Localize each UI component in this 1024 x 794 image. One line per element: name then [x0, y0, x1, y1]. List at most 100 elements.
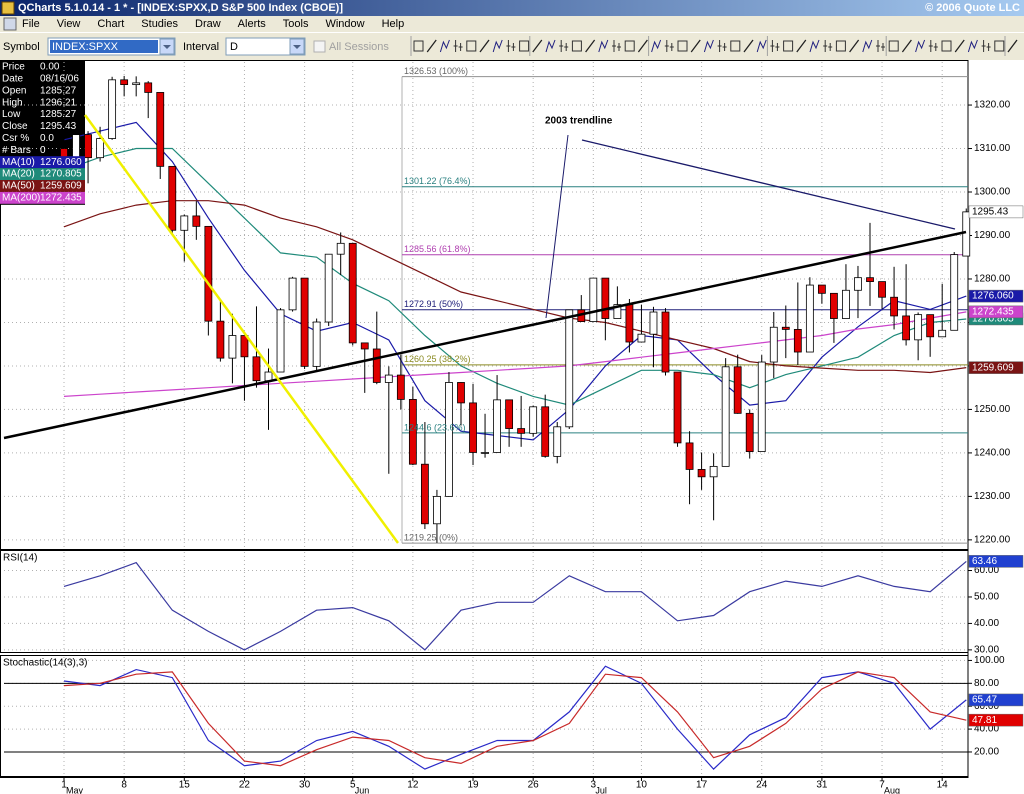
toolbar-button[interactable]: [862, 39, 873, 53]
toolbar-button[interactable]: [492, 39, 503, 53]
y-tick-label: 1220.00: [974, 535, 1011, 546]
toolbar-button[interactable]: [783, 40, 794, 52]
candle-body: [204, 225, 213, 322]
x-tick-label: 26: [528, 780, 540, 791]
toolbar-button[interactable]: [519, 40, 530, 52]
icon: [835, 40, 846, 52]
info-value: 0.0: [40, 133, 54, 144]
icon: [941, 40, 952, 52]
toolbar-button[interactable]: [453, 40, 463, 52]
y-tick-label: 1310.00: [974, 143, 1011, 154]
interval-input[interactable]: [225, 37, 306, 56]
candle-body: [312, 321, 321, 367]
toolbar-button[interactable]: [598, 39, 609, 53]
toolbar-button[interactable]: [823, 40, 833, 52]
info-value: 1270.805: [40, 169, 82, 180]
candle-body: [360, 342, 369, 350]
toolbar-button[interactable]: [876, 40, 885, 52]
menu-item[interactable]: Draw: [195, 18, 221, 30]
toolbar-button[interactable]: [612, 40, 621, 52]
plot: [0, 60, 972, 781]
fib-label: 1326.53 (100%): [404, 66, 468, 76]
icon: [954, 39, 965, 53]
toolbar-button[interactable]: [690, 39, 701, 53]
toolbar-button[interactable]: [888, 40, 899, 52]
menu-item[interactable]: Tools: [283, 18, 309, 30]
toolbar-button[interactable]: [703, 39, 714, 53]
candle-body: [348, 242, 357, 344]
menu-item[interactable]: File: [22, 18, 40, 30]
info-value: 1296.21: [40, 97, 77, 108]
price-tag-label: 65.47: [972, 695, 997, 706]
toolbar-button[interactable]: [1007, 39, 1018, 53]
toolbar-button[interactable]: [585, 39, 596, 53]
candle-body: [517, 428, 526, 434]
toolbar-button[interactable]: [479, 39, 490, 53]
toolbar-button[interactable]: [532, 39, 543, 53]
toolbar-button[interactable]: [413, 40, 424, 52]
toolbar-button[interactable]: [796, 39, 807, 53]
toolbar-button[interactable]: [915, 39, 926, 53]
icon: [770, 40, 780, 52]
toolbar-button[interactable]: [637, 39, 648, 53]
info-label: Price: [2, 62, 25, 73]
toolbar-button[interactable]: [756, 39, 767, 53]
price-tag: [968, 305, 1024, 319]
toolbar-button[interactable]: [770, 40, 780, 52]
y-tick-label: 60.00: [974, 701, 999, 712]
candle-body: [842, 289, 850, 319]
toolbar-button[interactable]: [809, 39, 820, 53]
toolbar-button[interactable]: [426, 39, 437, 53]
indicator-line: [63, 311, 967, 397]
menu-item[interactable]: View: [57, 18, 81, 30]
candle-body: [950, 254, 959, 331]
toolbar-button[interactable]: [506, 40, 516, 52]
toolbar-button[interactable]: [439, 39, 450, 53]
menu-item[interactable]: Studies: [141, 18, 178, 30]
info-value: 1285.27: [40, 85, 77, 96]
toolbar-button[interactable]: [730, 40, 741, 52]
icon: [571, 40, 582, 52]
toolbar-button[interactable]: [967, 39, 978, 53]
toolbar-button[interactable]: [849, 39, 860, 53]
toolbar-button[interactable]: [545, 39, 556, 53]
all-sessions-checkbox[interactable]: [313, 40, 326, 53]
x-tick-label: 17: [696, 780, 708, 791]
toolbar-button[interactable]: [954, 39, 965, 53]
toolbar-button[interactable]: [559, 40, 569, 52]
candle-body: [854, 277, 862, 291]
app-icon: [1, 1, 15, 15]
overlays: Price 0.00 Date 08/16/06 Open 1285.27 High 1296…: [2, 62, 1024, 794]
candle-body: [613, 304, 622, 319]
toolbar-button[interactable]: [743, 39, 754, 53]
month-label: Jul: [595, 785, 607, 794]
icon: [809, 39, 820, 53]
toolbar-button[interactable]: [994, 40, 1005, 52]
icon: [664, 40, 674, 52]
toolbar-button[interactable]: [571, 40, 582, 52]
icon: [717, 40, 727, 52]
toolbar-button[interactable]: [466, 40, 477, 52]
toolbar-button[interactable]: [651, 39, 662, 53]
toolbar-button[interactable]: [981, 40, 991, 52]
candle-body: [481, 452, 489, 454]
toolbar-button[interactable]: [901, 39, 912, 53]
menu-item[interactable]: Window: [325, 18, 364, 30]
toolbar-button[interactable]: [928, 40, 938, 52]
menu-item[interactable]: Chart: [97, 18, 124, 30]
toolbar-button[interactable]: [624, 40, 635, 52]
icon: [823, 40, 833, 52]
toolbar-button[interactable]: [941, 40, 952, 52]
menu-item[interactable]: Help: [382, 18, 405, 30]
toolbar-button[interactable]: [677, 40, 688, 52]
indicator-line: [63, 560, 967, 651]
toolbar-button[interactable]: [664, 40, 674, 52]
menu-item[interactable]: Alerts: [238, 18, 267, 30]
candle-body: [962, 211, 971, 257]
candle-body: [914, 314, 923, 341]
candle-body: [300, 277, 309, 367]
toolbar-button[interactable]: [835, 40, 846, 52]
info-label: Date: [2, 73, 24, 84]
toolbar-button[interactable]: [717, 40, 727, 52]
candle-body: [384, 374, 393, 383]
